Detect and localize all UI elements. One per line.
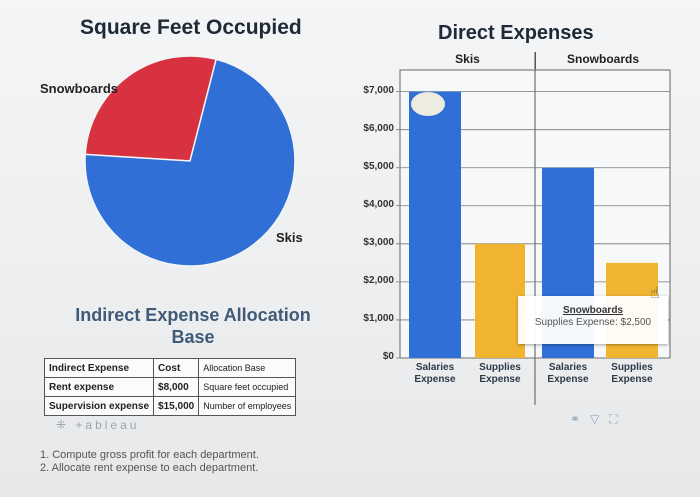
x-tick-label: Salaries Expense [403, 362, 467, 386]
tableau-logo[interactable]: ⁜ +ableau [56, 418, 139, 432]
x-tick-label-line: Supplies [611, 362, 653, 373]
table-cell: Number of employees [198, 396, 297, 416]
bar[interactable] [409, 91, 461, 358]
table-header-cell: Cost [153, 358, 200, 378]
bar-chart-header: Skis Snowboards [400, 52, 670, 70]
task-item-2: 2. Allocate rent expense to each departm… [40, 462, 259, 474]
x-tick-label-line: Expense [414, 374, 456, 385]
y-tick-label: $6,000 [363, 122, 394, 134]
x-tick-label-line: Salaries [548, 362, 588, 373]
pie-slice-skis[interactable] [84, 58, 296, 267]
pie-slice-snowboards[interactable] [84, 55, 218, 162]
x-tick-label: Supplies Expense [468, 362, 532, 386]
share-icon[interactable]: ⚭ [570, 412, 591, 426]
table-header-cell: Allocation Base [198, 358, 297, 378]
tooltip-text: Supplies Expense: $2,500 [534, 317, 652, 328]
allocation-table: Indirect Expense Cost Allocation Base Re… [43, 358, 297, 416]
pie-chart-title: Square Feet Occupied [80, 16, 302, 39]
header-snowboards: Snowboards [566, 52, 639, 66]
allocation-title: Indirect Expense Allocation Base [58, 304, 328, 348]
table-cell: Rent expense [43, 377, 155, 397]
y-tick-label: $1,000 [363, 312, 394, 324]
x-tick-label-line: Supplies [479, 362, 521, 373]
y-tick-label: $7,000 [363, 84, 394, 96]
y-tick-label: $0 [382, 351, 394, 362]
x-tick-label-line: Expense [611, 374, 653, 385]
bar-chart-title: Direct Expenses [438, 22, 594, 44]
y-tick-label: $5,000 [363, 160, 394, 172]
y-tick-label: $2,000 [363, 274, 394, 286]
pie-label-snowboards: Snowboards [40, 81, 119, 96]
table-header-row: Indirect Expense Cost Allocation Base [43, 358, 297, 378]
allocation-title-line2: Base [171, 327, 215, 347]
hand-cursor-icon: ☝ [650, 285, 660, 302]
tooltip-title: Snowboards [562, 305, 623, 316]
x-tick-label-line: Expense [547, 374, 589, 385]
tableau-mark-icon: ⁜ [56, 418, 70, 432]
screen-glare [411, 92, 445, 116]
table-row: Rent expense $8,000 Square feet occupied [43, 377, 297, 397]
tableau-wordmark: +ableau [75, 418, 140, 432]
table-cell: Square feet occupied [198, 377, 297, 397]
x-tick-label-line: Expense [479, 374, 521, 385]
bar-tooltip: Snowboards Supplies Expense: $2,500 [518, 296, 668, 344]
x-tick-label: Salaries Expense [536, 362, 600, 386]
bar[interactable] [475, 243, 525, 358]
table-cell: Supervision expense [43, 396, 155, 416]
y-tick-label: $3,000 [363, 236, 394, 248]
table-row: Supervision expense $15,000 Number of em… [43, 396, 297, 416]
table-header-cell: Indirect Expense [43, 358, 155, 378]
comment-icon[interactable]: ▽ [590, 412, 610, 426]
toolbar-icons[interactable]: ⚭▽⛶ [570, 412, 628, 427]
fullscreen-icon[interactable]: ⛶ [609, 412, 628, 426]
x-tick-label: Supplies Expense [600, 362, 664, 386]
allocation-title-line1: Indirect Expense Allocation [75, 305, 311, 325]
x-tick-label-line: Salaries [415, 362, 455, 373]
pie-label-skis: Skis [276, 230, 303, 245]
y-tick-label: $4,000 [363, 198, 394, 210]
table-cell: $15,000 [153, 396, 200, 416]
table-cell: $8,000 [153, 377, 200, 397]
task-item-1: 1. Compute gross profit for each departm… [40, 449, 259, 461]
